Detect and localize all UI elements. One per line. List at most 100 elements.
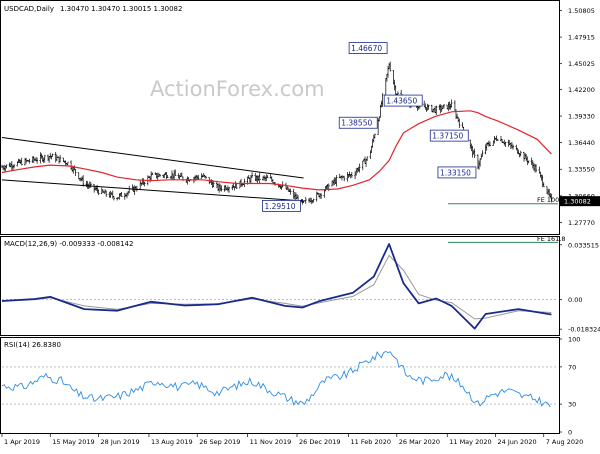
price-annotation: 1.37150 [429,129,469,142]
price-bar [504,141,507,148]
price-bar [289,188,292,195]
price-bar [151,172,154,176]
macd-line [1,243,552,330]
price-bar [496,138,499,141]
price-annotations-group: 1.46670 1.43650 1.38550 1.37150 1.33150 1.295… [262,42,477,212]
price-bar [97,189,100,196]
y-tick-label: 1.33550 [568,166,595,174]
x-tick-label: 26 Sep 2019 [199,438,240,446]
price-bar [320,193,323,199]
price-bar [20,157,23,166]
price-bar [243,178,246,187]
y-tick-label: 1.50805 [568,7,595,15]
rsi-panel-frame [0,337,560,434]
price-bar [105,190,108,198]
price-bar [427,104,430,110]
price-bar [335,175,338,187]
price-bar [366,156,369,161]
annotation-box [437,166,477,179]
price-bar [5,164,8,169]
price-bar [542,182,545,188]
annotation-box [383,94,423,107]
watermark: ActionForex.com [150,77,325,101]
x-tick-label: 24 Jun 2020 [497,438,536,446]
price-bar [143,181,146,187]
price-bar [435,105,438,116]
price-bar [13,164,16,169]
price-bar [251,172,254,178]
y-tick-label: 1.45025 [568,60,595,68]
trendlines-group [1,137,304,202]
macd-y-tick-label: -0.018324 [568,326,600,334]
price-bar [74,168,77,176]
sma-line [1,110,552,191]
y-tick-label: 1.39330 [568,113,595,121]
annotation-label: 1.29510 [264,202,295,211]
x-tick-label: 11 Nov 2019 [250,438,292,446]
price-bar [389,61,392,72]
price-bar [312,198,315,203]
price-bar [512,144,515,150]
rsi-y-tick-label: 100 [568,336,580,344]
price-bar [43,154,46,163]
price-bar [442,104,445,109]
price-bar [128,185,131,194]
price-bar [166,174,169,178]
macd-signal-line [1,254,552,320]
x-tick-label: 7 Aug 2020 [546,438,584,446]
price-bar [550,193,553,203]
annotation-label: 1.38550 [341,119,372,128]
price-bar [212,180,215,187]
price-bar [473,148,476,159]
price-bar [396,91,399,95]
x-tick-label: 28 Jun 2019 [101,438,140,446]
price-annotation: 1.29510 [262,200,301,212]
rsi-y-tick-label: 30 [568,401,576,409]
price-bar [304,197,307,204]
price-annotation: 1.33150 [437,166,477,179]
x-tick-label: 11 May 2020 [449,438,491,446]
rsi-group [1,350,558,408]
macd-y-axis: 0.033515 0.00 -0.018324 [559,241,600,334]
annotation-label: 1.33150 [440,168,471,177]
price-bar [36,157,39,164]
price-bar [174,169,177,176]
price-panel-frame [0,0,560,235]
y-tick-label: 1.47915 [568,34,595,42]
x-tick-label: 26 Dec 2019 [299,438,341,446]
price-annotation: 1.46670 [348,42,388,54]
ohlc-label: 1.30470 1.30470 1.30015 1.30082 [60,5,182,13]
current-price-box [560,196,600,207]
x-tick-label: 13 Aug 2019 [151,438,193,446]
price-bar [51,153,54,157]
price-annotation: 1.43650 [383,94,423,107]
price-bar [358,163,361,173]
macd-y-tick-label: 0.033515 [568,241,599,249]
price-bar [373,133,376,139]
rsi-y-axis: 100 70 30 0 [559,336,580,437]
sma-group [1,110,552,191]
price-bar [381,93,384,108]
price-bar [343,175,346,182]
annotation-box [338,116,378,129]
price-bar [112,195,115,201]
x-tick-label: 11 Feb 2020 [351,438,391,446]
y-tick-label: 1.36440 [568,139,595,147]
annotation-box [429,129,469,142]
price-bar [220,185,223,192]
x-tick-label: 26 Mar 2020 [399,438,440,446]
annotation-label: 1.37150 [432,132,463,141]
price-bar [228,186,231,193]
price-bar [535,164,538,173]
price-bar [489,141,492,147]
symbol-label: USDCAD,Daily [4,5,54,13]
x-tick-label: 15 May 2019 [52,438,94,446]
price-bar [82,175,85,187]
macd-group [1,243,558,330]
annotation-box [348,42,388,54]
price-bar [28,158,31,164]
price-bar [458,118,461,129]
